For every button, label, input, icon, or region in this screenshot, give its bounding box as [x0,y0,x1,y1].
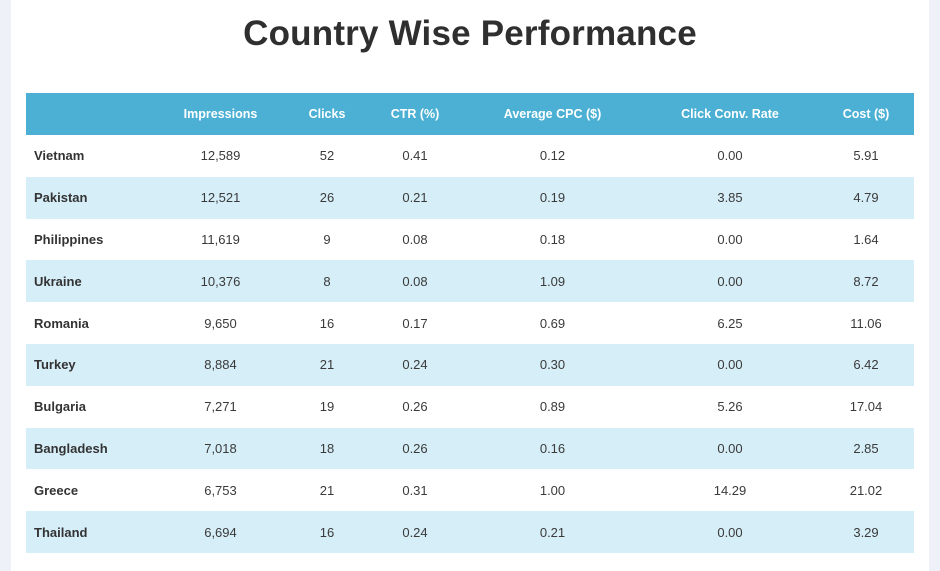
cell-impressions: 9,650 [204,315,237,331]
table-row: Romania 9,650 16 0.17 0.69 6.25 11.06 [26,302,914,344]
table-row: Turkey 8,884 21 0.24 0.30 0.00 6.42 [26,343,914,386]
cell-clicks: 16 [319,524,335,540]
cell-cost: 6.42 [853,357,879,373]
cell-cost: 8.72 [853,273,879,289]
cell-country: Ukraine [34,273,82,289]
cell-average-cpc: 0.19 [539,190,566,206]
cell-clicks: 18 [319,440,335,456]
cell-cost: 11.06 [850,315,882,331]
cell-click-conv-rate: 0.00 [717,273,743,289]
table-row: Greece 6,753 21 0.31 1.00 14.29 21.02 [26,469,914,512]
cell-click-conv-rate: 0.00 [717,440,743,456]
cell-clicks: 52 [319,148,335,164]
cell-clicks: 26 [319,190,335,206]
cell-impressions: 12,521 [200,190,241,206]
cell-country: Turkey [34,357,76,373]
cell-country: Bulgaria [34,399,87,415]
table-row: Bangladesh 7,018 18 0.26 0.16 0.00 2.85 [26,427,914,470]
cell-average-cpc: 0.18 [539,231,566,247]
table-row: Bulgaria 7,271 19 0.26 0.89 5.26 17.04 [26,385,914,428]
cell-average-cpc: 0.12 [539,148,566,164]
cell-impressions: 6,694 [204,524,237,540]
cell-clicks: 16 [319,315,335,331]
cell-country: Romania [34,315,89,331]
cell-click-conv-rate: 0.00 [717,524,743,540]
cell-cost: 21.02 [849,482,883,498]
cell-impressions: 7,271 [204,399,237,415]
cell-cost: 1.64 [853,231,879,247]
cell-ctr: 0.08 [402,273,428,289]
table-row: Pakistan 12,521 26 0.21 0.19 3.85 4.79 [26,176,914,219]
header-ctr: CTR (%) [390,107,440,121]
cell-country: Philippines [34,231,104,247]
cell-impressions: 12,589 [200,148,241,164]
cell-click-conv-rate: 6.25 [717,315,743,331]
cell-ctr: 0.26 [402,399,428,415]
cell-ctr: 0.08 [402,231,428,247]
cell-average-cpc: 0.69 [539,315,566,331]
cell-clicks: 19 [319,399,335,415]
cell-impressions: 10,376 [200,273,241,289]
cell-country: Greece [34,482,79,498]
cell-clicks: 21 [319,357,335,373]
cell-cost: 4.79 [853,190,879,206]
table-row: Vietnam 12,589 52 0.41 0.12 0.00 5.91 [26,135,914,177]
table-row: Ukraine 10,376 8 0.08 1.09 0.00 8.72 [26,260,914,303]
cell-ctr: 0.17 [402,315,428,331]
cell-average-cpc: 0.30 [539,357,566,373]
cell-average-cpc: 0.89 [539,399,566,415]
cell-impressions: 11,619 [201,231,240,247]
cell-click-conv-rate: 14.29 [713,482,747,498]
cell-ctr: 0.24 [402,357,428,373]
cell-cost: 2.85 [853,440,879,456]
cell-country: Vietnam [34,148,85,164]
table-header-row: Impressions Clicks CTR (%) Average CPC (… [26,93,914,135]
cell-country: Thailand [34,524,88,540]
header-impressions: Impressions [183,107,258,121]
cell-ctr: 0.41 [402,148,428,164]
cell-cost: 17.04 [849,399,883,415]
page-title: Country Wise Performance [243,14,697,53]
cell-clicks: 8 [323,273,331,289]
cell-click-conv-rate: 3.85 [717,190,743,206]
header-cost: Cost ($) [842,107,890,121]
cell-clicks: 21 [319,482,335,498]
cell-click-conv-rate: 0.00 [717,231,743,247]
cell-ctr: 0.21 [402,190,428,206]
cell-average-cpc: 0.16 [539,440,566,456]
cell-ctr: 0.24 [402,524,428,540]
cell-click-conv-rate: 0.00 [717,357,743,373]
cell-ctr: 0.26 [402,440,428,456]
table-row: Philippines 11,619 9 0.08 0.18 0.00 1.64 [26,218,914,261]
cell-impressions: 6,753 [204,482,237,498]
cell-average-cpc: 1.00 [539,482,566,498]
country-performance-table: Impressions Clicks CTR (%) Average CPC (… [26,93,914,553]
cell-average-cpc: 1.09 [539,273,566,289]
header-click-conv-rate: Click Conv. Rate [681,107,779,121]
header-country [26,93,154,135]
cell-impressions: 7,018 [204,440,237,456]
report-card: Country Wise Performance Impressions Cli… [11,0,929,571]
cell-country: Bangladesh [34,440,108,456]
cell-country: Pakistan [34,190,88,206]
cell-clicks: 9 [323,231,331,247]
table-row: Thailand 6,694 16 0.24 0.21 0.00 3.29 [26,511,914,553]
cell-cost: 3.29 [853,524,879,540]
cell-average-cpc: 0.21 [539,524,566,540]
cell-click-conv-rate: 0.00 [717,148,743,164]
cell-impressions: 8,884 [204,357,237,373]
cell-ctr: 0.31 [402,482,428,498]
cell-click-conv-rate: 5.26 [717,399,743,415]
header-clicks: Clicks [308,107,346,121]
cell-cost: 5.91 [853,148,879,164]
header-average-cpc: Average CPC ($) [503,107,602,121]
